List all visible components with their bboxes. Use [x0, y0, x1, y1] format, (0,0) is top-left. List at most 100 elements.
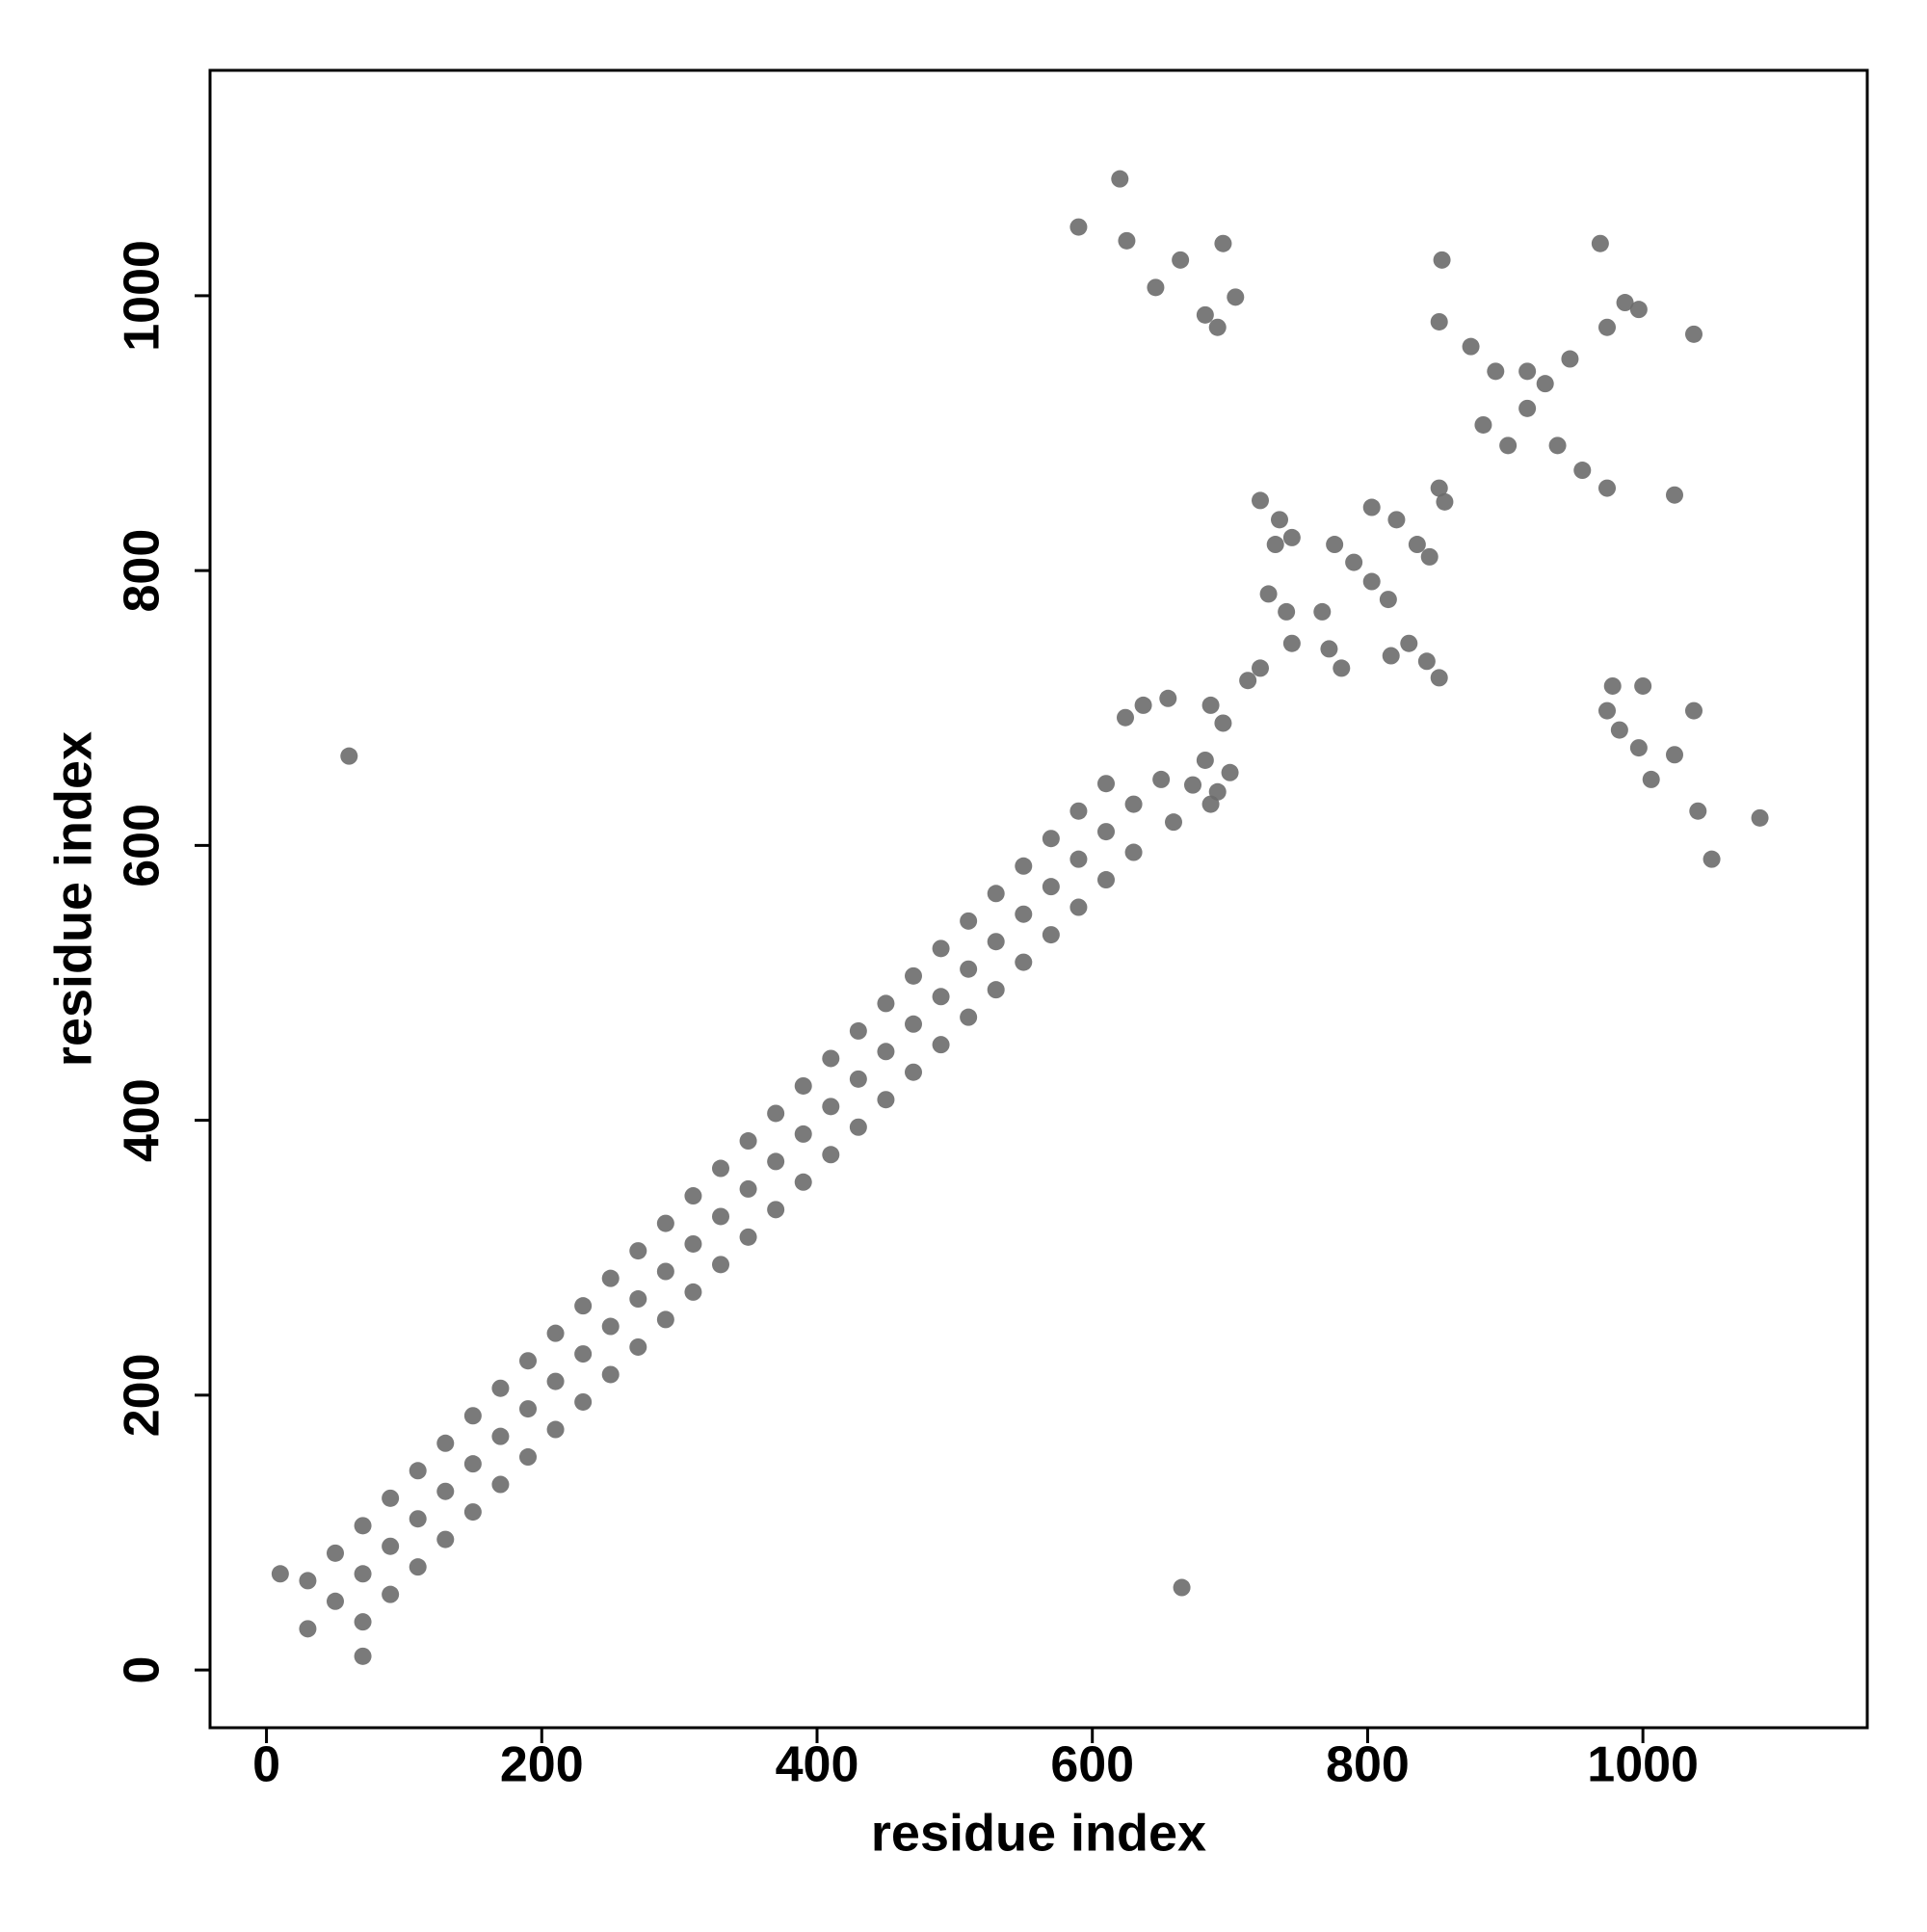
x-tick-label: 600	[1050, 1737, 1134, 1793]
y-tick-label: 0	[115, 1656, 171, 1684]
point	[794, 1173, 812, 1191]
x-tick-label: 0	[252, 1737, 280, 1793]
point	[436, 1482, 455, 1500]
point	[1685, 701, 1703, 720]
point	[436, 1530, 455, 1548]
point	[712, 1159, 729, 1178]
point	[1474, 415, 1492, 434]
point	[1201, 696, 1220, 714]
point	[1069, 802, 1088, 820]
point	[1436, 492, 1454, 511]
point	[1379, 591, 1397, 609]
point	[1097, 871, 1115, 889]
point	[849, 1070, 867, 1088]
point	[1118, 231, 1136, 250]
point	[601, 1269, 620, 1287]
point	[1266, 536, 1284, 554]
point	[932, 988, 950, 1006]
point	[1462, 337, 1480, 356]
point	[960, 960, 978, 978]
point	[340, 747, 358, 765]
point	[601, 1317, 620, 1336]
y-tick-label: 1000	[115, 240, 171, 352]
point	[1214, 234, 1232, 252]
point	[327, 1544, 344, 1562]
point	[1362, 572, 1381, 591]
point	[1598, 479, 1616, 497]
point	[1518, 362, 1537, 381]
point	[491, 1427, 510, 1445]
point	[1499, 437, 1518, 455]
point	[354, 1565, 372, 1583]
point	[1214, 714, 1232, 732]
point	[656, 1214, 674, 1232]
point	[519, 1448, 537, 1467]
point	[877, 994, 895, 1013]
y-tick-label: 400	[115, 1078, 171, 1162]
point	[629, 1337, 647, 1356]
point	[1603, 676, 1622, 695]
point	[1629, 301, 1648, 319]
point	[574, 1392, 593, 1411]
point	[932, 940, 950, 958]
point	[1598, 318, 1616, 336]
point	[905, 1063, 922, 1081]
point	[1015, 905, 1033, 923]
point	[1015, 953, 1033, 971]
point	[960, 912, 978, 930]
point	[409, 1510, 427, 1528]
point	[1042, 926, 1060, 944]
point	[574, 1297, 593, 1315]
point	[1252, 659, 1269, 677]
point	[1134, 696, 1152, 714]
point	[987, 885, 1005, 903]
point	[354, 1647, 372, 1665]
point	[546, 1324, 565, 1342]
point	[1345, 553, 1363, 571]
point	[1362, 498, 1381, 516]
point	[1208, 318, 1227, 336]
point	[1561, 350, 1579, 368]
y-axis-title: residue index	[44, 731, 102, 1067]
point	[1689, 802, 1707, 820]
point	[1536, 375, 1554, 393]
point	[1433, 251, 1451, 269]
point	[712, 1256, 729, 1274]
point	[987, 933, 1005, 951]
point	[491, 1475, 510, 1494]
point	[1124, 795, 1143, 813]
point	[849, 1021, 867, 1040]
point	[1147, 278, 1165, 297]
point	[1685, 325, 1703, 343]
point	[1097, 775, 1115, 793]
point	[656, 1310, 674, 1329]
point	[1271, 511, 1288, 529]
point	[739, 1179, 757, 1198]
point	[519, 1352, 537, 1370]
point	[1259, 585, 1278, 603]
point	[1430, 312, 1448, 331]
point	[1282, 528, 1301, 546]
point	[1184, 776, 1201, 794]
point	[1015, 857, 1033, 875]
point	[1227, 288, 1245, 306]
point	[1610, 721, 1628, 739]
point	[1666, 746, 1683, 764]
point	[1239, 672, 1257, 690]
point	[1417, 652, 1436, 671]
point	[1124, 843, 1143, 861]
point	[1518, 399, 1537, 417]
point	[877, 1091, 895, 1109]
point	[822, 1049, 840, 1068]
y-tick-label: 800	[115, 529, 171, 613]
point	[739, 1228, 757, 1246]
point	[1408, 536, 1426, 554]
point	[822, 1146, 840, 1164]
point	[546, 1420, 565, 1439]
point	[849, 1118, 867, 1136]
point	[767, 1201, 785, 1219]
point	[1666, 486, 1683, 504]
point	[1629, 739, 1648, 757]
point	[767, 1152, 785, 1171]
